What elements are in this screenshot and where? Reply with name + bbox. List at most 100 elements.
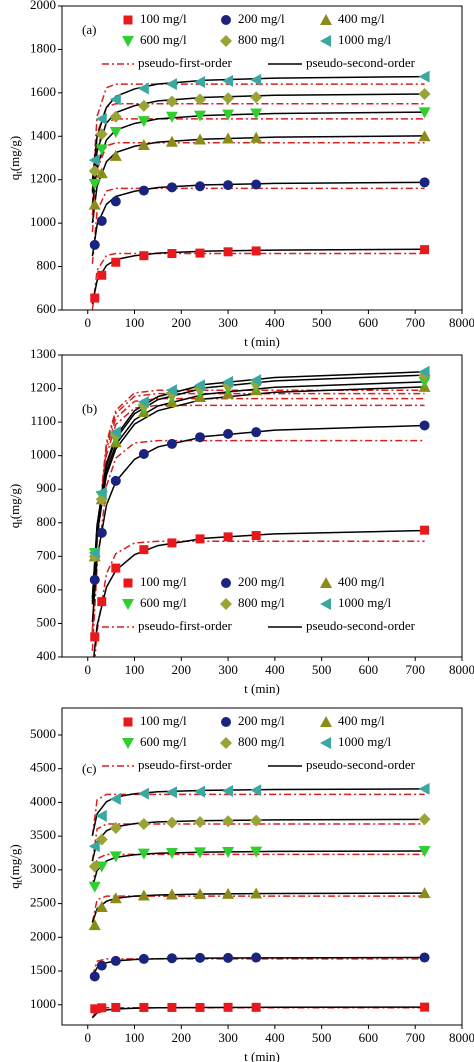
marker: [320, 35, 331, 47]
marker: [139, 251, 149, 261]
marker: [122, 599, 134, 610]
x-axis-label: t (min): [244, 681, 280, 696]
marker: [89, 574, 100, 585]
y-tick-label: 1800: [30, 40, 56, 55]
fit-line: [91, 853, 425, 888]
legend-label: 400 mg/l: [338, 713, 385, 728]
fit-line: [91, 111, 425, 207]
marker: [223, 952, 234, 963]
legend-label: pseudo-second-order: [306, 757, 416, 772]
marker: [137, 82, 149, 95]
marker: [320, 737, 331, 749]
marker: [88, 546, 100, 559]
marker: [222, 846, 235, 858]
y-tick-label: 1000: [30, 996, 56, 1011]
marker: [109, 149, 122, 161]
y-axis-label-main: q: [7, 521, 22, 528]
plot-area: [88, 365, 431, 657]
marker: [195, 181, 206, 192]
marker: [88, 840, 100, 853]
panel: 0 100 200 300 400 500 600 700 8000 1000 1500 2000 25…: [7, 707, 474, 1062]
legend-label: 400 mg/l: [338, 574, 385, 589]
y-tick-label: 1000: [30, 447, 56, 462]
legend-label: 400 mg/l: [338, 11, 385, 26]
fit-line: [91, 386, 425, 605]
marker: [418, 87, 431, 100]
marker: [167, 249, 177, 259]
legend-label: pseudo-first-order: [138, 757, 233, 772]
marker: [418, 70, 430, 83]
marker: [251, 427, 262, 438]
x-tick-label: 300: [218, 662, 238, 677]
marker: [88, 154, 100, 167]
legend-label: 200 mg/l: [238, 11, 285, 26]
marker: [223, 180, 234, 191]
marker: [167, 1002, 177, 1012]
marker: [89, 971, 100, 982]
marker: [109, 793, 121, 806]
x-tick-label: 600: [359, 662, 379, 677]
marker: [420, 525, 430, 535]
marker: [418, 887, 431, 899]
marker: [97, 1003, 107, 1013]
x-tick-label: 200: [172, 1030, 192, 1045]
x-axis-label: t (min): [244, 334, 280, 349]
fit-line: [91, 793, 425, 837]
marker: [419, 952, 430, 963]
y-axis-label-sub: t: [14, 171, 24, 174]
marker: [138, 953, 149, 964]
y-axis-label-unit: (mg/g): [7, 844, 22, 879]
plot-frame: [61, 354, 463, 658]
plot-area: [88, 70, 431, 310]
marker: [220, 35, 232, 47]
marker: [109, 110, 122, 123]
y-tick-label: 1200: [30, 171, 56, 186]
marker: [320, 598, 331, 610]
marker: [418, 376, 431, 388]
marker: [165, 888, 178, 900]
y-tick-label: 4500: [30, 760, 56, 775]
x-tick-label: 400: [265, 1030, 285, 1045]
marker: [165, 786, 177, 799]
marker: [250, 887, 263, 899]
marker: [95, 128, 108, 141]
y-tick-label: 800: [37, 258, 57, 273]
x-tick-label: 300: [218, 1030, 238, 1045]
marker: [222, 132, 235, 144]
marker: [195, 432, 206, 443]
marker: [110, 475, 121, 486]
marker: [194, 110, 207, 122]
marker: [88, 165, 101, 178]
x-tick-label: 200: [172, 662, 192, 677]
marker: [222, 887, 235, 899]
marker: [195, 952, 206, 963]
y-axis-label: qt(mg/g): [7, 844, 24, 888]
marker: [195, 534, 205, 544]
marker: [250, 91, 263, 104]
marker: [110, 196, 121, 207]
marker: [220, 598, 232, 610]
marker: [95, 809, 107, 822]
panel: 0 100 200 300 400 500 600 700 8000 600 800 1000 1200…: [7, 0, 474, 349]
marker: [251, 952, 262, 963]
x-tick-label: 0: [84, 662, 91, 677]
marker: [221, 717, 231, 727]
y-tick-label: 1000: [30, 214, 56, 229]
x-tick-label: 500: [312, 315, 332, 330]
y-tick-label: 500: [37, 614, 57, 629]
x-tick-label: 0: [84, 315, 91, 330]
marker: [223, 428, 234, 439]
legend-label: 600 mg/l: [140, 734, 187, 749]
marker: [251, 179, 262, 190]
marker: [95, 167, 108, 179]
legend-label: pseudo-second-order: [306, 55, 416, 70]
x-tick-label: 500: [312, 1030, 332, 1045]
y-axis-label-unit: (mg/g): [7, 136, 22, 171]
marker: [222, 784, 234, 797]
marker: [109, 822, 122, 835]
y-axis-label-sub: t: [14, 879, 24, 882]
marker: [320, 716, 332, 727]
marker: [111, 1002, 121, 1012]
x-tick-label: 700: [405, 315, 425, 330]
plot-frame: [61, 707, 463, 1026]
